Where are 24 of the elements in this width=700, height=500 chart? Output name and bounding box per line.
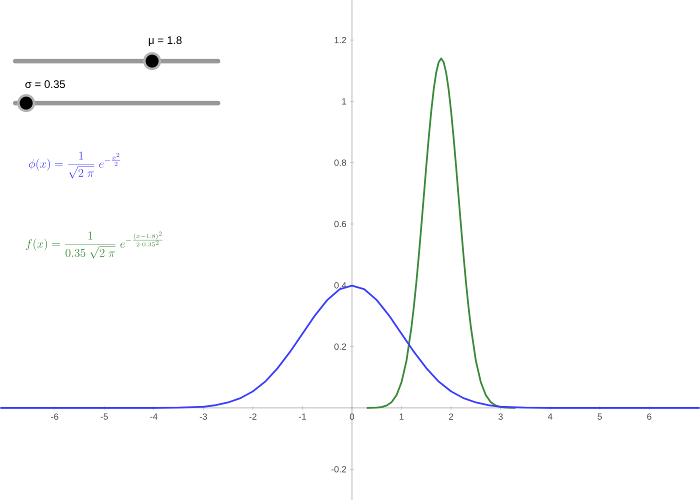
line-series <box>366 58 516 409</box>
y-tick-label: 1 <box>342 98 346 104</box>
x-tick-label: -4 <box>150 413 158 420</box>
x-tick-label: 2 <box>449 413 454 420</box>
x-tick-label: 0 <box>350 413 354 420</box>
y-tick-label: 0.2 <box>334 343 346 350</box>
y-tick-label: 1.2 <box>334 36 346 44</box>
y-tick-label: 0.6 <box>334 220 346 228</box>
y-tick-label: 0.8 <box>334 159 346 166</box>
x-tick-label: -6 <box>51 413 58 420</box>
x-tick-label: 5 <box>598 413 602 420</box>
x-tick-label: -5 <box>100 413 108 420</box>
x-tick-label: -3 <box>200 413 207 420</box>
x-tick-label: 3 <box>498 413 503 420</box>
x-tick-label: -2 <box>249 413 256 420</box>
annotation: $\phi(x) = \frac{1}{\sqrt{2\;\pi}}\;e^{-\frac{x^2}{2}}$ <box>28 152 120 178</box>
annotation: σ = 0.35 <box>25 80 65 88</box>
x-tick-label: 6 <box>647 413 652 420</box>
x-tick-label: -1 <box>298 413 306 420</box>
x-tick-label: 4 <box>548 413 552 420</box>
y-tick-label: -0.2 <box>331 466 346 472</box>
annotation: μ = 1.8 <box>148 36 182 46</box>
annotation: $f(x) = \frac{1}{0.35\;\sqrt{2\;\pi}}\;e^{-\frac{(x-1.8)^2}{2\cdot 0.35^2}}$ <box>26 232 163 258</box>
x-tick-label: 1 <box>400 413 404 420</box>
